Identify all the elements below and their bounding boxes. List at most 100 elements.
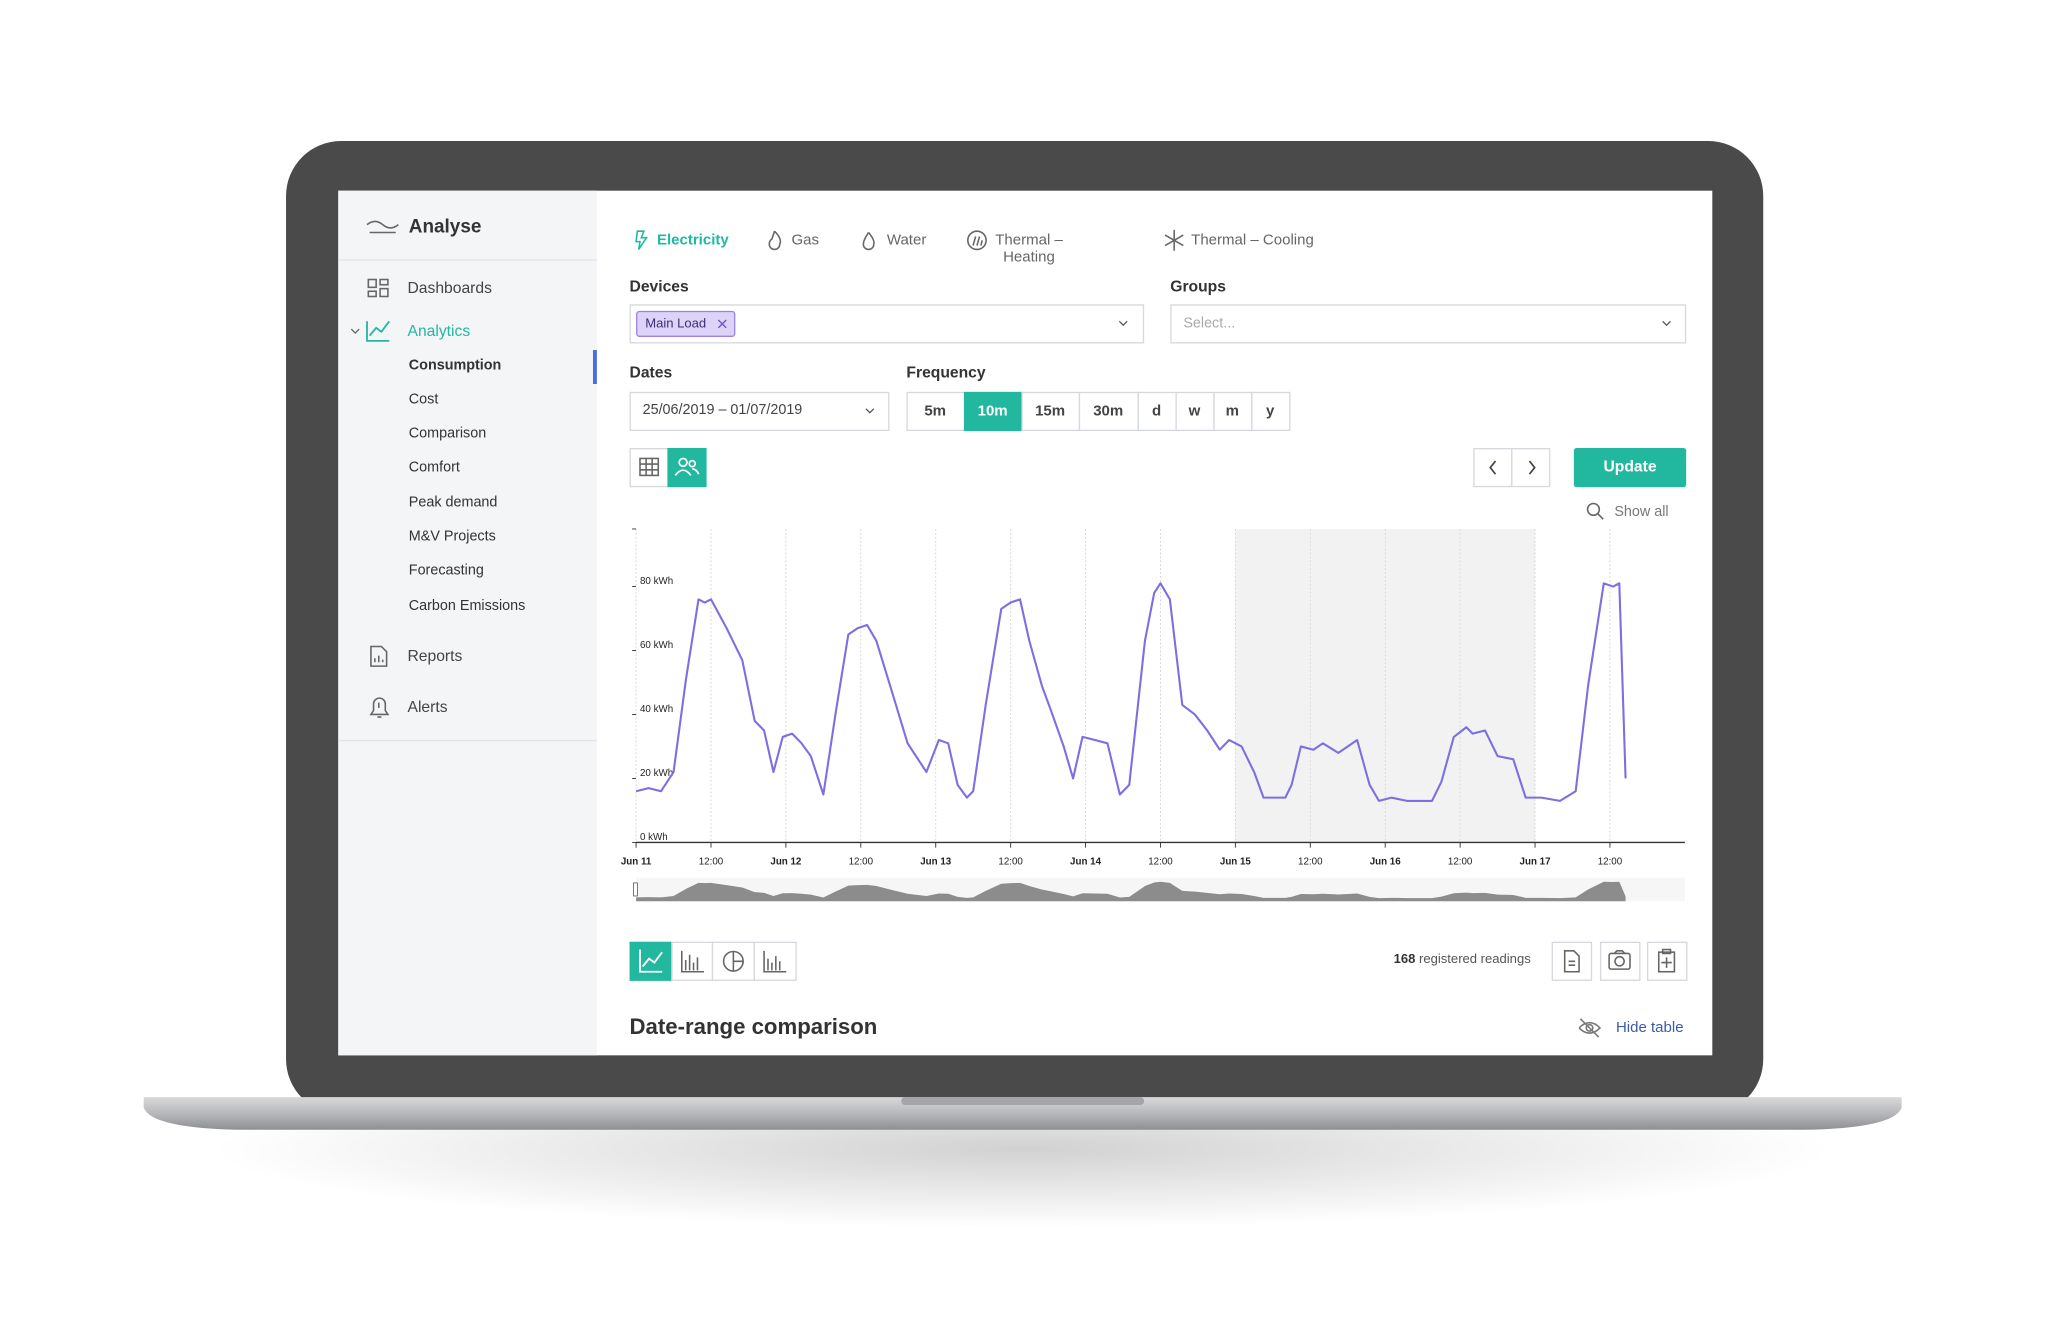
tab-active[interactable]: Electricity bbox=[657, 231, 729, 248]
line-chart-button[interactable] bbox=[629, 941, 672, 981]
sub-nav-item[interactable]: Peak demand bbox=[409, 495, 498, 511]
x-tick-label: 12:00 bbox=[998, 857, 1023, 868]
tab[interactable]: Gas bbox=[791, 231, 819, 248]
sub-nav-item[interactable]: Comparison bbox=[409, 425, 486, 441]
x-tick-label: Jun 15 bbox=[1220, 857, 1252, 868]
frequency-button[interactable] bbox=[1175, 391, 1215, 432]
readings-text: registered readings bbox=[1419, 951, 1531, 966]
gas-icon bbox=[768, 230, 782, 251]
bar-icon bbox=[681, 950, 704, 973]
nav-item[interactable]: Alerts bbox=[408, 699, 448, 716]
hide-icon bbox=[1578, 1018, 1602, 1038]
tab-line: Heating bbox=[1003, 248, 1055, 265]
x-tick-label: 12:00 bbox=[849, 857, 874, 868]
bar-chart-button[interactable] bbox=[671, 941, 714, 981]
water-icon bbox=[862, 231, 875, 251]
y-tick-label: 40 kWh bbox=[640, 704, 673, 715]
nav-item[interactable]: Reports bbox=[408, 648, 463, 665]
tab[interactable]: Thermal – bbox=[995, 231, 1063, 248]
arrows bbox=[1489, 460, 1536, 475]
frequency-label: Frequency bbox=[906, 365, 985, 382]
sub-nav-item[interactable]: Consumption bbox=[409, 358, 502, 374]
frequency-button[interactable] bbox=[1251, 391, 1291, 432]
clipboard-icon bbox=[1657, 948, 1676, 973]
sub-nav-item[interactable]: Cost bbox=[409, 391, 439, 407]
nav-item[interactable]: Dashboards bbox=[408, 280, 493, 297]
show-all[interactable]: Show all bbox=[1614, 504, 1668, 520]
nav-item-active[interactable]: Analytics bbox=[408, 323, 471, 340]
next-button[interactable] bbox=[1511, 447, 1551, 488]
sidebar bbox=[338, 190, 597, 1056]
sub-nav-item[interactable]: M&V Projects bbox=[409, 529, 496, 545]
chart: Jun 11 12:00 Jun 12 12:00 Jun 13 12:00 Jun 14 1… bbox=[621, 528, 1685, 902]
readings: 168 registered readings bbox=[1394, 951, 1532, 966]
y-tick-label: 60 kWh bbox=[640, 640, 673, 651]
grid-icon bbox=[639, 457, 660, 477]
frequency-button[interactable] bbox=[1137, 391, 1177, 432]
x-tick-label: Jun 17 bbox=[1520, 857, 1552, 868]
devices-label: Devices bbox=[630, 278, 689, 295]
frequency-button-active[interactable] bbox=[963, 391, 1023, 432]
analytics-icon bbox=[366, 320, 390, 342]
heating-icon bbox=[967, 230, 987, 251]
laptop-notch bbox=[901, 1097, 1145, 1105]
frequency-text: d bbox=[1152, 402, 1161, 419]
groups-label: Groups bbox=[1170, 278, 1226, 295]
section-title: Date-range comparison bbox=[630, 1014, 878, 1039]
dates-label: Dates bbox=[630, 365, 673, 382]
chevron bbox=[1662, 320, 1671, 327]
groups-placeholder: Select... bbox=[1183, 316, 1235, 332]
sub-nav: Consumption Cost Comparison Comfort Peak dem… bbox=[409, 358, 526, 614]
x-tick-label: 12:00 bbox=[1448, 857, 1473, 868]
frequency-text: 5m bbox=[924, 402, 946, 419]
dashboards-icon bbox=[367, 278, 389, 298]
frequency-text: y bbox=[1266, 402, 1275, 419]
groups-select[interactable] bbox=[1170, 304, 1687, 344]
x-tick-label: Jun 12 bbox=[770, 857, 802, 868]
sub-nav-item[interactable]: Comfort bbox=[409, 459, 460, 475]
snapshot-button[interactable] bbox=[1599, 941, 1641, 981]
table-view-button[interactable] bbox=[629, 447, 669, 488]
brush-handle[interactable] bbox=[633, 882, 638, 897]
x-tick-label: Jun 13 bbox=[920, 857, 952, 868]
chevron bbox=[865, 408, 875, 414]
x-tick-label: 12:00 bbox=[1148, 857, 1173, 868]
hide-table[interactable]: Hide table bbox=[1616, 1019, 1684, 1036]
reports-icon bbox=[370, 645, 388, 667]
laptop-base bbox=[143, 1097, 1902, 1130]
camera-icon bbox=[1608, 950, 1631, 970]
x-tick-label: Jun 14 bbox=[1070, 857, 1102, 868]
x-tick-label: 12:00 bbox=[1298, 857, 1323, 868]
brush-area bbox=[636, 881, 1626, 902]
tag-remove[interactable] bbox=[717, 319, 727, 329]
tab[interactable]: Water bbox=[887, 231, 927, 248]
frequency-button[interactable] bbox=[1021, 391, 1081, 432]
frequency-text: 30m bbox=[1093, 402, 1123, 419]
y-tick-label: 20 kWh bbox=[640, 768, 673, 779]
tab[interactable]: Thermal – Cooling bbox=[1191, 231, 1314, 248]
readings-count: 168 bbox=[1394, 951, 1416, 966]
logo-icon bbox=[366, 220, 399, 234]
device-tag[interactable] bbox=[636, 310, 736, 337]
x-tick-label: Jun 11 bbox=[621, 857, 652, 868]
date-picker[interactable] bbox=[629, 391, 890, 432]
zoom-icon bbox=[1586, 502, 1604, 520]
y-tick-label: 80 kWh bbox=[640, 576, 673, 587]
sub-nav-item[interactable]: Carbon Emissions bbox=[409, 598, 526, 614]
app-title: Analyse bbox=[409, 216, 482, 237]
stacked-icon bbox=[763, 950, 787, 973]
prev-button[interactable] bbox=[1473, 447, 1513, 488]
data-line bbox=[635, 582, 1627, 802]
device-tag-text: Main Load bbox=[645, 315, 706, 330]
chevron bbox=[350, 328, 360, 334]
x-tick-label: Jun 16 bbox=[1370, 857, 1402, 868]
scene: Analyse Dashboards Analytics Consumption… bbox=[143, 141, 1902, 1228]
sub-nav-item[interactable]: Forecasting bbox=[409, 563, 484, 579]
frequency-button[interactable] bbox=[1213, 391, 1253, 432]
frequency-group: 5m 10m 15m 30m d w m y bbox=[906, 391, 1291, 432]
update-button[interactable] bbox=[1573, 447, 1687, 488]
people-icon bbox=[674, 457, 700, 476]
group-view-button[interactable] bbox=[667, 447, 707, 488]
frequency-text: 10m bbox=[978, 402, 1008, 419]
